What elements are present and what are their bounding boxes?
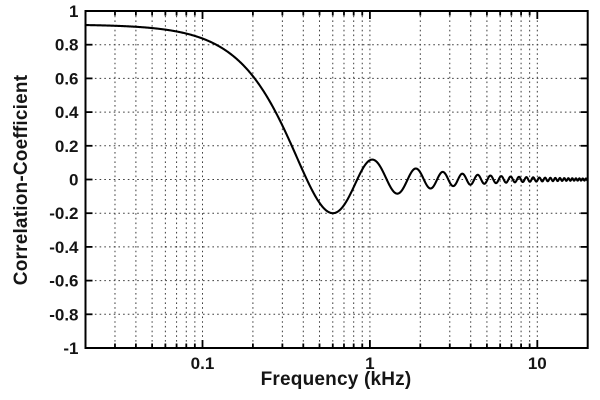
- x-tick-label: 10: [528, 354, 547, 373]
- x-tick-label: 0.1: [191, 354, 215, 373]
- y-tick-label: -1: [63, 339, 78, 358]
- y-tick-label: 1: [69, 2, 78, 21]
- y-tick-label: -0.2: [49, 204, 78, 223]
- y-tick-label: 0: [69, 171, 78, 190]
- y-axis-title: Correlation-Coefficient: [11, 74, 32, 286]
- y-tick-label: 0.2: [55, 137, 79, 156]
- y-tick-label: 0.4: [55, 103, 79, 122]
- tick-labels: 1 0.8 0.6 0.4 0.2 0 -0.2 -0.4 -0.6 -0.8 -1 0.1 1 10: [49, 2, 547, 373]
- y-tick-label: 0.8: [55, 36, 79, 55]
- y-tick-label: -0.4: [49, 238, 79, 257]
- y-tick-label: 0.6: [55, 69, 79, 88]
- plot-border: [84, 10, 589, 349]
- y-tick-label: -0.6: [49, 272, 78, 291]
- x-tick-label: 1: [365, 354, 374, 373]
- x-axis-title: Frequency (kHz): [260, 369, 412, 390]
- y-tick-label: -0.8: [49, 305, 78, 324]
- data-curve: [84, 24, 589, 215]
